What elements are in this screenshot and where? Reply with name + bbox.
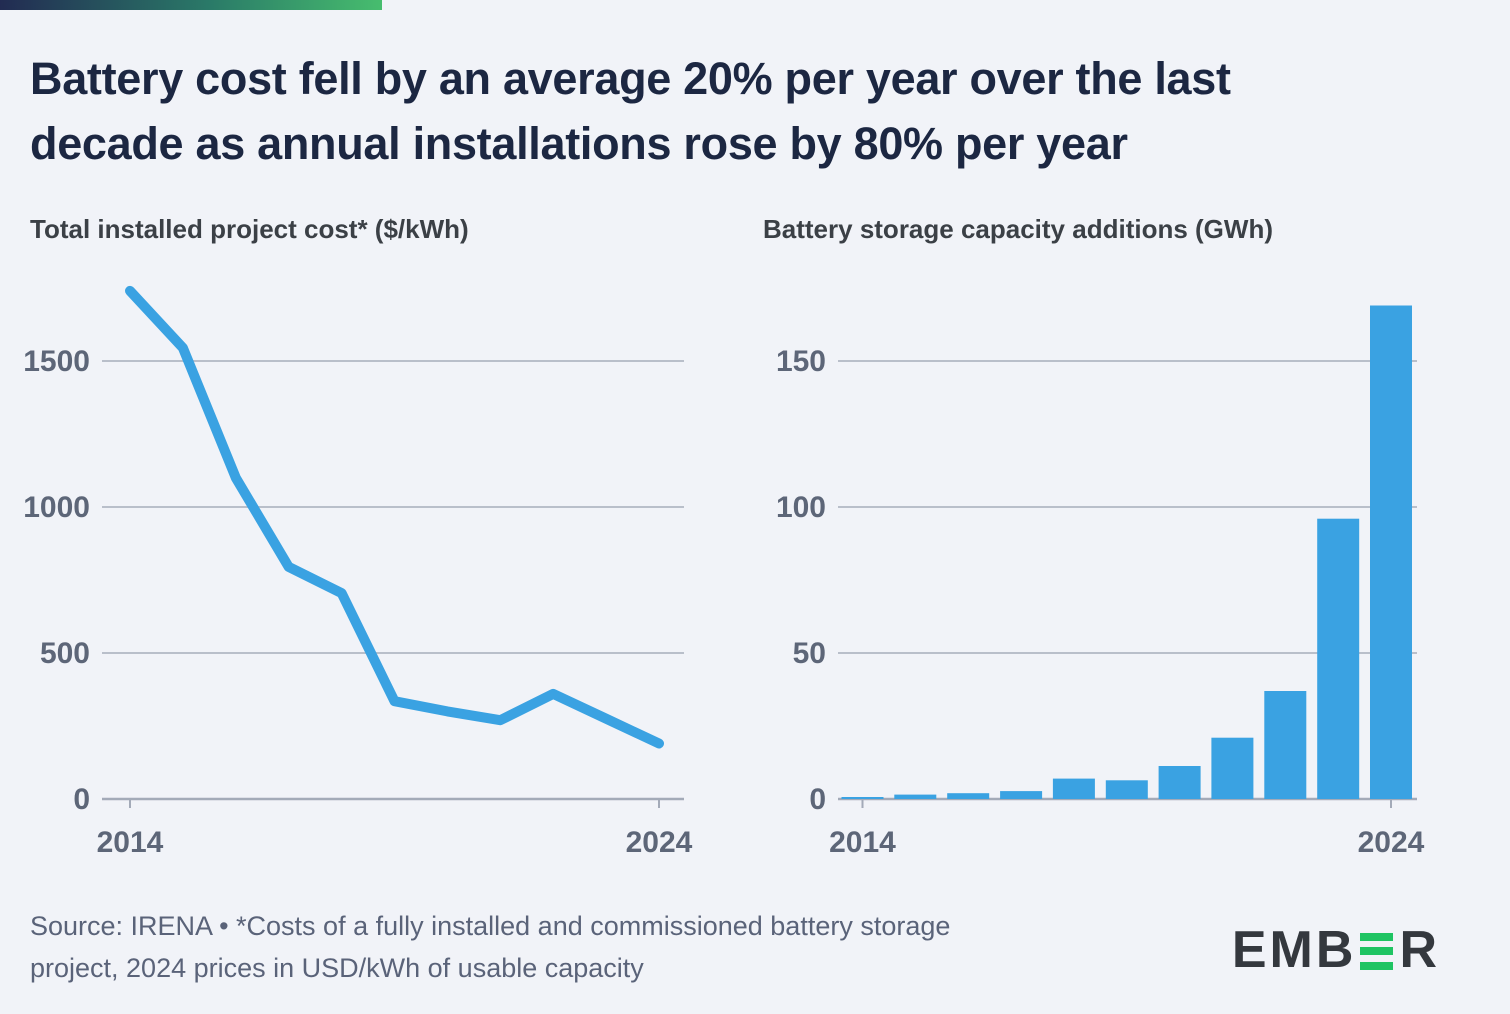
brand-gradient-bar <box>0 0 382 10</box>
cost-line-series <box>125 285 664 749</box>
bar-2024 <box>1370 305 1412 799</box>
x-axis-labels: 2014 2024 <box>97 799 693 859</box>
bar-2022 <box>1264 691 1307 799</box>
source-note: Source: IRENA • *Costs of a fully instal… <box>30 905 950 989</box>
y-axis-tick-label: 100 <box>776 491 826 524</box>
source-note-line2: project, 2024 prices in USD/kWh of usabl… <box>30 953 644 983</box>
chart-canvas: 0 50 100 150 2014 2024 <box>776 305 1425 859</box>
y-axis-tick-label: 150 <box>776 345 826 378</box>
capacity-bar-chart: 0 50 100 150 2014 2024 <box>760 260 1480 860</box>
page-title: Battery cost fell by an average 20% per … <box>30 46 1231 176</box>
y-axis-tick-label: 50 <box>793 637 826 670</box>
chart-canvas: 0 500 1000 1500 2014 2024 <box>23 285 693 859</box>
x-axis-tick-label: 2014 <box>829 826 896 859</box>
chart-title-cost: Total installed project cost* ($/kWh) <box>30 214 469 244</box>
ember-logo: EMB R <box>1232 924 1440 976</box>
capacity-bar-series <box>841 305 1412 799</box>
x-axis-tick-label: 2024 <box>626 826 693 859</box>
gridlines: 0 500 1000 1500 <box>23 345 684 816</box>
bar-2021 <box>1211 737 1254 799</box>
y-axis-tick-label: 1500 <box>23 345 90 378</box>
x-axis-tick-label: 2014 <box>97 826 164 859</box>
bar-2023 <box>1317 518 1360 799</box>
bar-2016 <box>947 793 990 799</box>
bar-2018 <box>1052 778 1095 799</box>
y-axis-tick-label: 0 <box>809 783 826 816</box>
logo-text-r: R <box>1399 921 1440 979</box>
bar-2020 <box>1158 766 1201 799</box>
source-note-line1: Source: IRENA • *Costs of a fully instal… <box>30 911 951 941</box>
logo-green-e-icon <box>1360 932 1394 970</box>
bar-2019 <box>1105 780 1148 799</box>
y-axis-tick-label: 0 <box>73 783 90 816</box>
page-title-line1: Battery cost fell by an average 20% per … <box>30 53 1231 104</box>
logo-text-emb: EMB <box>1231 921 1357 979</box>
bar-2014 <box>841 797 884 799</box>
page-title-line2: decade as annual installations rose by 8… <box>30 118 1128 169</box>
cost-line-chart: 0 500 1000 1500 2014 2024 <box>20 260 720 860</box>
y-axis-tick-label: 1000 <box>23 491 90 524</box>
x-axis-labels: 2014 2024 <box>829 799 1425 859</box>
x-axis-tick-label: 2024 <box>1358 826 1425 859</box>
chart-title-capacity: Battery storage capacity additions (GWh) <box>763 214 1273 244</box>
bar-2017 <box>1000 791 1043 799</box>
y-axis-tick-label: 500 <box>40 637 90 670</box>
bar-2015 <box>894 794 937 799</box>
